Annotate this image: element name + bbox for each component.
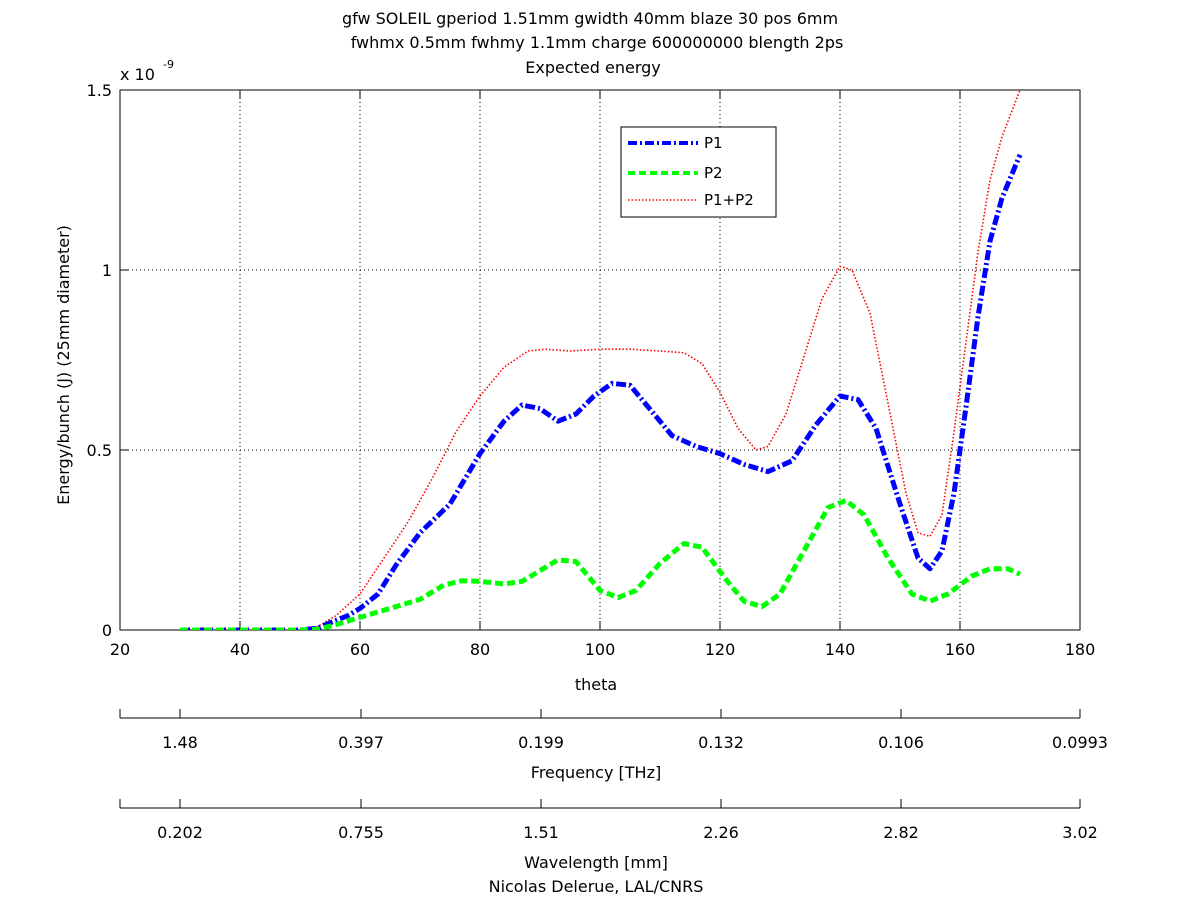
series-line-p1 <box>180 153 1023 630</box>
x-tick-label: 60 <box>350 640 370 659</box>
secondary-tick-label: 0.106 <box>878 733 924 752</box>
x-tick-label: 120 <box>705 640 736 659</box>
credit-text: Nicolas Delerue, LAL/CNRS <box>489 877 704 896</box>
x-tick-label: 140 <box>825 640 856 659</box>
chart-title-line-2: fwhmx 0.5mm fwhmy 1.1mm charge 600000000… <box>351 33 844 52</box>
frequency-axis-label: Frequency [THz] <box>531 763 661 782</box>
x-tick-label: 20 <box>110 640 130 659</box>
secondary-tick-label: 1.48 <box>162 733 198 752</box>
secondary-tick-label: 1.51 <box>523 823 559 842</box>
secondary-tick-label: 2.26 <box>703 823 739 842</box>
axis-ticks: 20 40 60 80 100 120 140 160 180 0 0.5 1 1.5 <box>87 81 1096 659</box>
secondary-tick-label: 3.02 <box>1062 823 1098 842</box>
y-axis-label: Energy/bunch (J) (25mm diameter) <box>54 225 73 505</box>
legend-label-p2: P2 <box>704 164 723 182</box>
x-tick-label: 80 <box>470 640 490 659</box>
x-tick-label: 160 <box>945 640 976 659</box>
x-tick-label: 180 <box>1065 640 1096 659</box>
y-tick-label: 0.5 <box>87 441 112 460</box>
y-tick-label: 1.5 <box>87 81 112 100</box>
secondary-tick-label: 0.199 <box>518 733 564 752</box>
series-group <box>180 90 1023 630</box>
secondary-tick-label: 0.397 <box>338 733 384 752</box>
legend-label-p1p2: P1+P2 <box>704 191 754 209</box>
y-tick-label: 1 <box>102 261 112 280</box>
secondary-tick-label: 0.0993 <box>1052 733 1108 752</box>
y-multiplier-label: x 10 <box>120 65 155 84</box>
x-axis-label: theta <box>575 675 617 694</box>
secondary-tick-label: 0.132 <box>698 733 744 752</box>
frequency-axis: 1.48 0.397 0.199 0.132 0.106 0.0993 <box>119 709 1108 752</box>
series-line-p2 <box>180 497 1022 630</box>
legend: P1 P2 P1+P2 <box>620 126 777 218</box>
secondary-tick-label: 0.755 <box>338 823 384 842</box>
x-tick-label: 100 <box>585 640 616 659</box>
grid-lines <box>120 90 1080 630</box>
secondary-tick-label: 0.202 <box>157 823 203 842</box>
y-multiplier-exponent: -9 <box>163 58 174 71</box>
x-tick-label: 40 <box>230 640 250 659</box>
legend-label-p1: P1 <box>704 134 723 152</box>
wavelength-axis-label: Wavelength [mm] <box>524 853 668 872</box>
series-line-p1plusp2 <box>180 90 1021 630</box>
y-tick-label: 0 <box>102 621 112 640</box>
secondary-tick-label: 2.82 <box>883 823 919 842</box>
chart-title-line-1: gfw SOLEIL gperiod 1.51mm gwidth 40mm bl… <box>342 9 838 28</box>
wavelength-axis: 0.202 0.755 1.51 2.26 2.82 3.02 <box>119 799 1098 842</box>
chart-title-line-3: Expected energy <box>525 58 660 77</box>
